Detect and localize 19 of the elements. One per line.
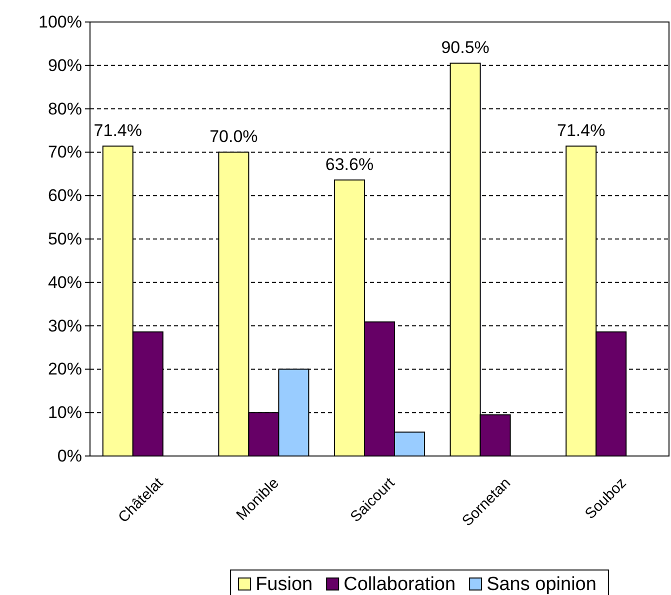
y-tick-label: 100% — [38, 12, 82, 32]
legend-label: Collaboration — [344, 574, 456, 595]
y-tick-label: 0% — [57, 446, 82, 466]
y-tick-label: 40% — [48, 272, 82, 292]
legend-label: Fusion — [256, 574, 313, 595]
y-tick-label: 60% — [48, 186, 82, 206]
data-label: 90.5% — [441, 38, 490, 58]
data-label: 63.6% — [325, 154, 374, 174]
y-tick-label: 90% — [48, 56, 82, 75]
y-tick-label: 20% — [48, 360, 82, 379]
y-tick-label: 30% — [48, 316, 82, 336]
y-tick-label: 10% — [48, 403, 82, 422]
y-tick-label: 70% — [48, 142, 82, 162]
data-label: 70.0% — [210, 127, 258, 146]
y-tick-label: 50% — [48, 229, 82, 248]
data-label: 71.4% — [94, 121, 142, 140]
legend-label: Sans opinion — [486, 574, 596, 595]
data-label: 71.4% — [557, 121, 606, 140]
y-tick-label: 80% — [48, 99, 82, 118]
